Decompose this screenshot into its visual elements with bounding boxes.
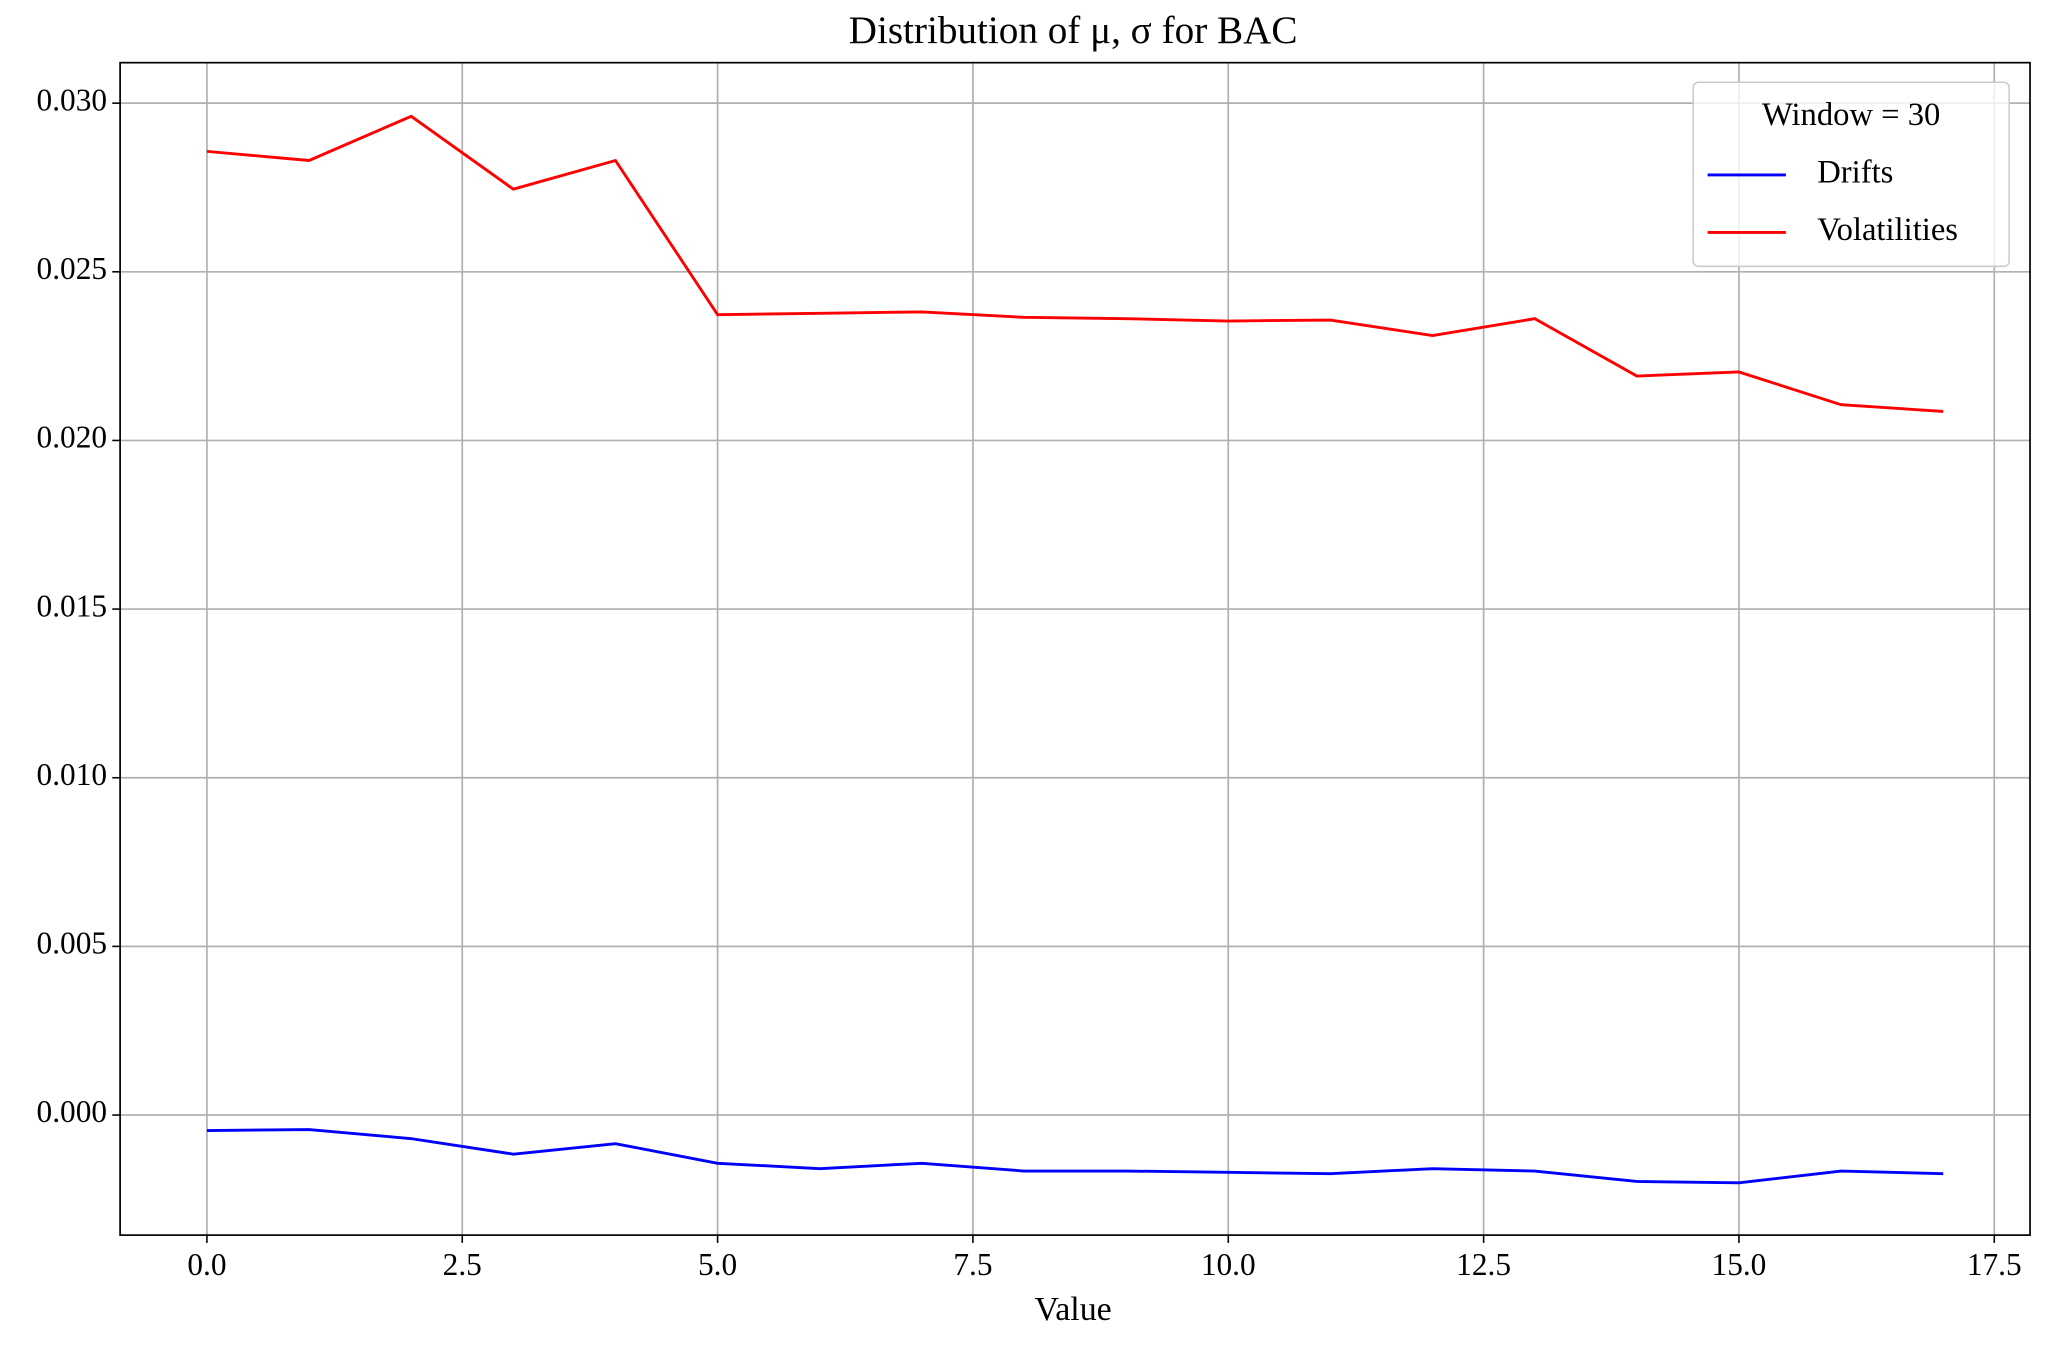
y-tick-label: 0.005 <box>37 926 107 961</box>
legend-label: Volatilities <box>1817 212 1958 248</box>
x-tick-label: 5.0 <box>698 1247 737 1282</box>
legend-box <box>1692 81 2010 268</box>
y-tick-label: 0.015 <box>37 588 107 623</box>
x-tick-label: 0.0 <box>187 1247 226 1282</box>
x-tick-label: 7.5 <box>953 1247 992 1282</box>
legend-title: Window = 30 <box>1762 97 1940 133</box>
legend-label: Drifts <box>1817 154 1893 190</box>
x-axis-label: Value <box>1034 1291 1111 1328</box>
y-tick-label: 0.000 <box>37 1094 107 1129</box>
grid: 0.000 0.005 0.010 0.015 0.020 0.025 0.030 0.0 2.… <box>37 62 2031 1282</box>
data-line <box>206 114 1944 413</box>
y-tick-label: 0.020 <box>37 420 107 455</box>
legend: Window = 30 Drifts Volatilities <box>1692 81 2010 268</box>
y-tick-label: 0.010 <box>37 757 107 792</box>
x-tick-label: 10.0 <box>1201 1247 1256 1282</box>
y-tick-label: 0.025 <box>37 251 107 286</box>
y-tick-label: 0.030 <box>37 82 107 117</box>
x-tick-label: 2.5 <box>443 1247 482 1282</box>
data-line <box>206 1128 1944 1185</box>
x-tick-label: 17.5 <box>1967 1247 2022 1282</box>
x-tick-label: 15.0 <box>1712 1247 1767 1282</box>
lines <box>206 114 1944 1185</box>
plot-frame <box>119 61 2031 1236</box>
x-tick-label: 12.5 <box>1456 1247 1511 1282</box>
chart-title: Distribution of μ, σ for BAC <box>849 9 1298 52</box>
